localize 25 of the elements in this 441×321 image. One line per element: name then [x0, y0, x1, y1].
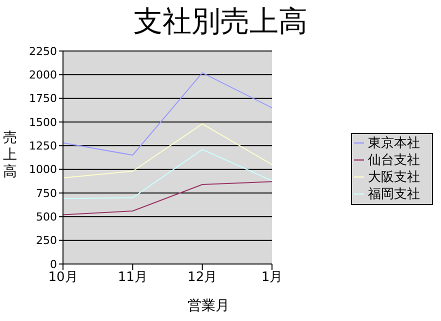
- y-tick-label: 1250: [29, 140, 57, 153]
- y-tick-label: 1500: [29, 116, 57, 129]
- x-tick-label: 11月: [118, 270, 148, 286]
- line-series: [62, 148, 272, 200]
- y-tick-label: 1750: [29, 92, 57, 106]
- y-tick-label: 0: [50, 258, 57, 271]
- legend-label: 東京本社: [368, 136, 420, 151]
- line-series: [62, 123, 272, 178]
- y-tick-label: 2000: [29, 68, 57, 82]
- y-axis-title: 売上高: [2, 130, 18, 181]
- line-series: [62, 181, 272, 216]
- line-series: [62, 72, 272, 156]
- legend-label: 大阪支社: [368, 170, 420, 185]
- x-tick-label: 10月: [48, 270, 78, 286]
- x-tick-label: 1月: [261, 270, 283, 286]
- y-tick-label: 2250: [29, 44, 57, 58]
- y-tick-label: 500: [36, 210, 57, 224]
- legend-label: 仙台支社: [368, 153, 420, 168]
- legend-label: 福岡支社: [368, 187, 420, 202]
- y-tick-label: 250: [36, 234, 57, 248]
- x-tick-label: 12月: [188, 270, 218, 286]
- chart-title: 支社別売上高: [132, 3, 308, 40]
- x-axis-title: 営業月: [186, 297, 230, 315]
- y-tick-label: 1000: [29, 163, 57, 176]
- y-tick-label: 750: [36, 186, 57, 200]
